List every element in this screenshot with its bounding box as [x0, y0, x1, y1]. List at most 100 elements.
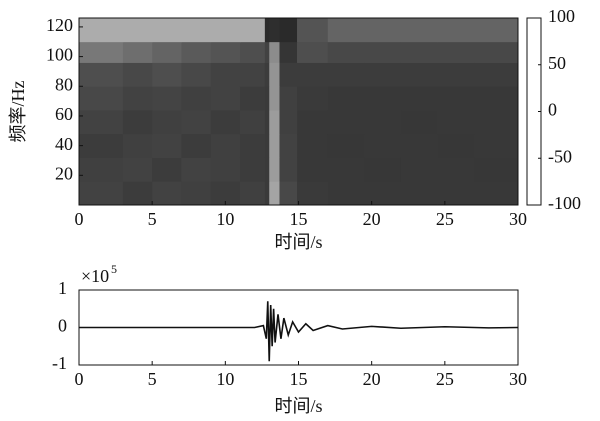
- heatmap-cell: [437, 181, 475, 206]
- y-tick-label: 120: [46, 15, 73, 35]
- heatmap-cell: [327, 86, 365, 111]
- heatmap-cell: [327, 157, 365, 182]
- heatmap-cell: [122, 133, 153, 158]
- x-tick-label: 15: [290, 369, 308, 389]
- y-axis-label: 频率/Hz: [8, 81, 28, 143]
- colorbar-tick-label: -50: [548, 146, 572, 166]
- heatmap-cell: [437, 86, 475, 111]
- heatmap-cell: [269, 133, 280, 158]
- heatmap-cell: [181, 86, 212, 111]
- heatmap-cell: [364, 133, 402, 158]
- heatmap-cell: [400, 86, 438, 111]
- y-tick-label: 80: [55, 74, 73, 94]
- heatmap-cell: [400, 41, 438, 63]
- x-tick-label: 20: [363, 369, 381, 389]
- heatmap-cell: [181, 41, 212, 63]
- colorbar-tick-label: 0: [548, 100, 557, 120]
- heatmap-cell: [79, 41, 124, 63]
- heatmap-cell: [364, 157, 402, 182]
- heatmap-cell: [327, 110, 365, 135]
- x-tick-label: 30: [509, 209, 527, 229]
- heatmap-cell: [122, 110, 153, 135]
- heatmap-cell: [269, 41, 280, 63]
- heatmap-cell: [239, 157, 266, 182]
- heatmap-cell: [474, 133, 519, 158]
- heatmap-cell: [122, 41, 153, 63]
- heatmap-cell: [264, 62, 270, 87]
- heatmap-cell: [437, 62, 475, 87]
- heatmap-cell: [152, 18, 182, 43]
- heatmap-cell: [364, 181, 402, 206]
- heatmap-cell: [181, 133, 212, 158]
- heatmap-cell: [239, 133, 266, 158]
- heatmap-cell: [474, 110, 519, 135]
- heatmap-cell: [437, 133, 475, 158]
- heatmap-cell: [122, 157, 153, 182]
- y-tick-label: 60: [55, 104, 73, 124]
- y-tick-label: 100: [46, 45, 73, 65]
- heatmap-cell: [181, 18, 212, 43]
- heatmap-cell: [239, 86, 266, 111]
- heatmap-cell: [79, 110, 124, 135]
- heatmap-cell: [437, 41, 475, 63]
- heatmap-cell: [279, 41, 298, 63]
- colorbar-tick-label: 50: [548, 53, 566, 73]
- heatmap-cell: [474, 18, 519, 43]
- heatmap-cell: [264, 181, 270, 206]
- heatmap-cell: [239, 41, 266, 63]
- heatmap-cell: [269, 110, 280, 135]
- heatmap-cell: [400, 110, 438, 135]
- y-tick-label: 0: [58, 316, 67, 336]
- y-tick-label: -1: [52, 353, 67, 373]
- x-tick-label: 5: [148, 369, 157, 389]
- heatmap-cell: [400, 18, 438, 43]
- heatmap-cell: [79, 133, 124, 158]
- heatmap-cell: [152, 62, 182, 87]
- y-tick-label: 1: [58, 278, 67, 298]
- x-tick-label: 15: [290, 209, 308, 229]
- heatmap-cell: [400, 62, 438, 87]
- heatmap-cell: [279, 181, 298, 206]
- x-tick-label: 20: [363, 209, 381, 229]
- heatmap-cell: [181, 181, 212, 206]
- heatmap-cell: [474, 181, 519, 206]
- heatmap-cell: [364, 86, 402, 111]
- heatmap-cell: [327, 133, 365, 158]
- heatmap-cell: [297, 157, 329, 182]
- y-tick-label: 20: [55, 163, 73, 183]
- heatmap-cell: [327, 62, 365, 87]
- x-tick-label: 25: [436, 369, 454, 389]
- heatmap-cell: [239, 110, 266, 135]
- heatmap-cell: [210, 110, 241, 135]
- heatmap-cell: [269, 62, 280, 87]
- heatmap-cell: [437, 157, 475, 182]
- heatmap-cell: [264, 41, 270, 63]
- heatmap-cell: [400, 133, 438, 158]
- heatmap-cell: [210, 18, 241, 43]
- heatmap-cell: [181, 157, 212, 182]
- heatmap-cell: [474, 41, 519, 63]
- heatmap-cell: [297, 181, 329, 206]
- x-tick-label: 5: [148, 209, 157, 229]
- heatmap-cell: [297, 110, 329, 135]
- x-tick-label: 25: [436, 209, 454, 229]
- y-offset-exponent: 5: [111, 262, 117, 276]
- heatmap-cell: [400, 181, 438, 206]
- heatmap-cell: [437, 18, 475, 43]
- heatmap-cell: [269, 157, 280, 182]
- heatmap-cell: [264, 110, 270, 135]
- x-tick-label: 0: [75, 209, 84, 229]
- y-offset-text: ×10: [81, 266, 109, 286]
- heatmap-cell: [152, 41, 182, 63]
- heatmap-cell: [264, 86, 270, 111]
- x-tick-label: 30: [509, 369, 527, 389]
- heatmap-cell: [79, 181, 124, 206]
- heatmap-cell: [437, 110, 475, 135]
- heatmap-cell: [264, 18, 270, 43]
- heatmap-cell: [364, 18, 402, 43]
- heatmap-cell: [152, 86, 182, 111]
- heatmap-cell: [79, 157, 124, 182]
- x-tick-label: 10: [216, 369, 234, 389]
- heatmap-cell: [210, 157, 241, 182]
